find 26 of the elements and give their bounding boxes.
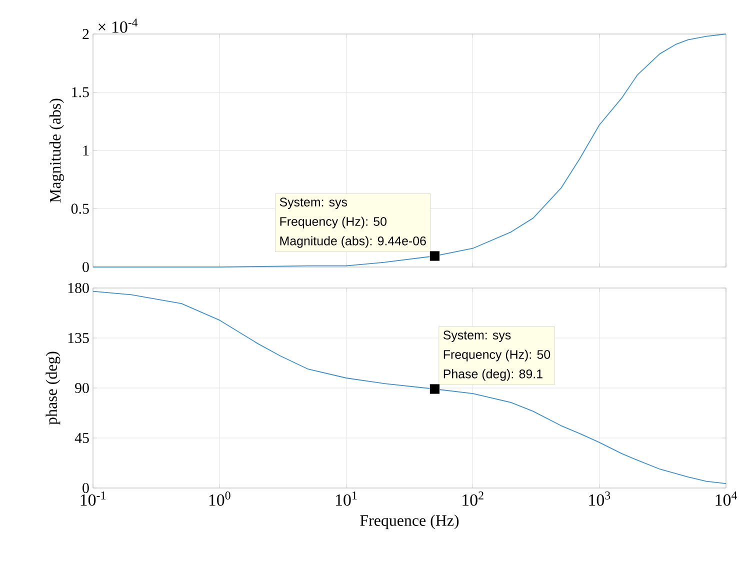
- y-tick-label: 90: [75, 382, 89, 394]
- y-tick-label: 1: [83, 146, 89, 156]
- x-axis-title: Frequence (Hz): [360, 514, 459, 530]
- y-tick-label: 0: [82, 262, 89, 272]
- y-tick-label: 135: [68, 332, 89, 344]
- x-tick-label: 10$^{3}$: [589, 492, 610, 506]
- annotation: Phase (deg): 89.1: [444, 369, 542, 381]
- annotation: Magnitude (abs): 9.44e-06: [280, 236, 426, 248]
- x-tick-label: 10$^{4}$: [716, 492, 738, 506]
- y-tick-label: 0.5: [71, 204, 89, 214]
- annotation: System: sys: [443, 330, 511, 342]
- x-tick-label: 10$^{2}$: [462, 492, 484, 506]
- y-tick-label: 45: [74, 433, 89, 443]
- x-tick-label: 10$^{-1}$: [80, 492, 106, 506]
- x-tick-label: 10$^{0}$: [209, 492, 230, 506]
- annotation: System: sys: [280, 198, 348, 209]
- x-tick-label: 10$^{1}$: [336, 492, 357, 506]
- text: × 10$^{-4}$: [98, 18, 138, 33]
- annotation: Frequency (Hz): 50: [444, 350, 550, 362]
- y-tick-label: 1.5: [72, 87, 89, 98]
- annotation: Frequency (Hz): 50: [280, 216, 386, 228]
- y-tick-label: 2: [82, 29, 89, 39]
- y-tick-label: 180: [68, 282, 89, 294]
- y-axis-title: phase (deg): [46, 352, 60, 425]
- y-tick-label: 0: [82, 482, 89, 494]
- y-axis-title: Magnitude (abs): [49, 98, 64, 202]
